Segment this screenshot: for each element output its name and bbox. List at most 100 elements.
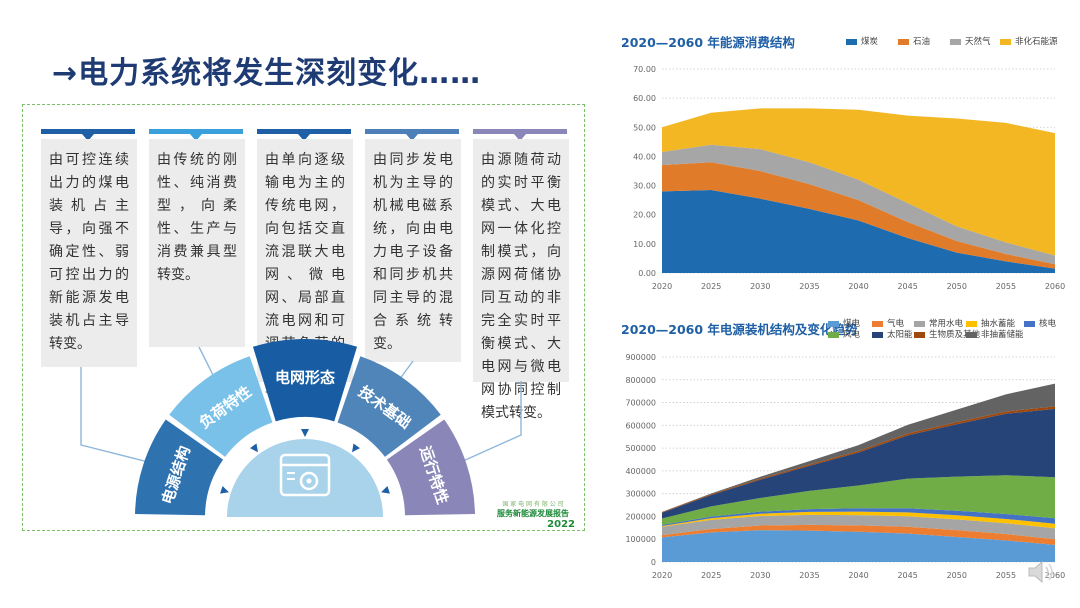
legend-label: 煤炭 xyxy=(861,37,879,47)
x-tick-label: 2030 xyxy=(750,571,770,580)
x-tick-label: 2055 xyxy=(996,571,1016,580)
slide-title: →电力系统将发生深刻变化…… xyxy=(52,56,482,91)
arc-segment-5 xyxy=(386,419,475,516)
series-area-7 xyxy=(662,408,1055,519)
x-tick-label: 2035 xyxy=(799,571,819,580)
center-hub xyxy=(227,439,383,517)
series-area-3 xyxy=(662,514,1055,540)
legend-swatch xyxy=(950,38,961,45)
y-tick-label: 60.00 xyxy=(633,94,656,103)
legend-label: 气电 xyxy=(887,319,905,329)
legend-item: 常用水电 xyxy=(914,317,963,329)
y-tick-label: 400000 xyxy=(625,467,656,476)
connector-line xyxy=(442,381,522,471)
power-capacity-chart: 0 100000 200000 300000 400000 500000 600000 700… xyxy=(625,353,1065,580)
y-tick-label: 50.00 xyxy=(633,123,656,132)
series-area-9 xyxy=(662,383,1055,513)
column-header-bar xyxy=(257,129,351,134)
legend-swatch xyxy=(872,320,883,327)
legend-item: 煤炭 xyxy=(846,35,878,47)
report-logo: 国 家 电 网 有 限 公 司 服务新能源发展报告 2022 xyxy=(489,501,577,530)
legend-item: 风电 xyxy=(828,328,860,340)
legend-swatch xyxy=(914,331,925,338)
legend-swatch xyxy=(846,38,857,45)
legend-label: 抽水蓄能 xyxy=(981,319,1016,329)
series-area-4 xyxy=(662,511,1055,529)
x-tick-label: 2050 xyxy=(947,571,967,580)
series-area-1 xyxy=(662,530,1055,562)
legend-item: 抽水蓄能 xyxy=(966,317,1015,329)
y-tick-label: 500000 xyxy=(625,444,656,453)
arc-segment-3 xyxy=(252,338,358,422)
series-area-1 xyxy=(662,189,1055,273)
x-tick-label: 2045 xyxy=(897,282,917,291)
column-text-2: 由传统的刚性、纯消费型，向柔性、生产与消费兼具型转变。 xyxy=(149,139,245,347)
column-header-pointer xyxy=(406,134,418,141)
legend-item: 核电 xyxy=(1024,317,1056,329)
legend-item: 生物质及其他 xyxy=(914,328,980,340)
series-area-2 xyxy=(662,162,1055,269)
x-tick-label: 2030 xyxy=(750,282,770,291)
y-tick-label: 300000 xyxy=(625,490,656,499)
x-tick-label: 2045 xyxy=(897,571,917,580)
column-header-pointer xyxy=(82,134,94,141)
x-tick-label: 2040 xyxy=(848,282,868,291)
legend-item: 煤电 xyxy=(828,317,860,329)
legend-item: 太阳能 xyxy=(872,328,913,340)
arc-segment-4 xyxy=(337,356,441,457)
series-area-6 xyxy=(662,475,1055,525)
y-tick-label: 10.00 xyxy=(633,240,656,249)
legend-item: 非抽蓄储能 xyxy=(966,328,1024,340)
arc-segment-2 xyxy=(169,356,273,457)
legend-swatch xyxy=(828,320,839,327)
y-tick-label: 700000 xyxy=(625,399,656,408)
x-tick-label: 2060 xyxy=(1045,571,1065,580)
x-tick-label: 2020 xyxy=(652,282,672,291)
series-area-3 xyxy=(662,144,1055,265)
y-tick-label: 40.00 xyxy=(633,152,656,161)
legend-label: 风电 xyxy=(843,330,861,340)
legend-swatch xyxy=(966,331,977,338)
legend-swatch xyxy=(914,320,925,327)
legend-swatch xyxy=(898,38,909,45)
x-tick-label: 2025 xyxy=(701,282,721,291)
x-tick-label: 2050 xyxy=(947,282,967,291)
column-text-1: 由可控连续出力的煤电装机占主导，向强不确定性、弱可控出力的新能源发电装机占主导转… xyxy=(41,139,137,367)
legend-label: 煤电 xyxy=(843,319,861,329)
inward-arrow xyxy=(352,443,360,453)
logo-line-1: 国 家 电 网 有 限 公 司 xyxy=(502,501,564,508)
x-tick-label: 2020 xyxy=(652,571,672,580)
inward-arrow xyxy=(250,443,258,453)
y-tick-label: 800000 xyxy=(625,376,656,385)
column-header-bar xyxy=(149,129,243,134)
energy-consumption-chart: 0.00 10.00 20.00 30.00 40.00 50.00 60.00 70.00 2… xyxy=(633,65,1065,291)
framework-panel: 由可控连续出力的煤电装机占主导，向强不确定性、弱可控出力的新能源发电装机占主导转… xyxy=(22,104,585,531)
x-tick-label: 2035 xyxy=(799,282,819,291)
x-tick-label: 2055 xyxy=(996,282,1016,291)
column-header-bar xyxy=(473,129,567,134)
legend-swatch xyxy=(1000,38,1011,45)
legend-label: 常用水电 xyxy=(929,319,964,329)
column-header-bar xyxy=(365,129,459,134)
column-header-pointer xyxy=(298,134,310,141)
chart2-title: 2020—2060 年电源装机结构及变化趋势 xyxy=(621,322,858,337)
y-tick-label: 30.00 xyxy=(633,182,656,191)
y-tick-label: 70.00 xyxy=(633,65,656,74)
y-tick-label: 900000 xyxy=(625,353,656,362)
y-tick-label: 0 xyxy=(651,558,656,567)
inward-arrow xyxy=(381,486,390,494)
column-text-4: 由同步发电机为主导的机械电磁系统，向由电力电子设备和同步机共同主导的混合系统转变… xyxy=(365,139,461,362)
arc-segment-1 xyxy=(135,419,224,516)
column-text-5: 由源随荷动的实时平衡模式、大电网一体化控制模式，向源网荷储协同互动的非完全实时平… xyxy=(473,139,569,421)
legend-item: 石油 xyxy=(898,35,930,47)
connector-line xyxy=(80,367,169,468)
legend-swatch xyxy=(828,331,839,338)
speaker-icon[interactable] xyxy=(1026,558,1056,586)
legend-swatch xyxy=(1024,320,1035,327)
logo-line-3: 2022 xyxy=(547,519,575,530)
y-tick-label: 20.00 xyxy=(633,211,656,220)
legend-label: 非抽蓄储能 xyxy=(981,330,1024,340)
legend-label: 核电 xyxy=(1039,319,1057,329)
inward-arrow xyxy=(220,486,229,494)
